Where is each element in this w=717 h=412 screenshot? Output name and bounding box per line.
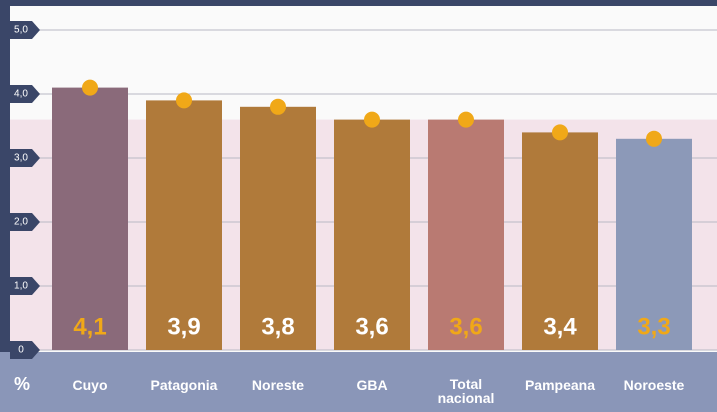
y-tick-label: 4,0	[14, 89, 28, 100]
bar	[334, 119, 410, 350]
x-tick-label: Patagonia	[150, 377, 218, 393]
bar-marker	[458, 111, 474, 128]
x-tick-label: Noroeste	[623, 377, 685, 393]
bar	[616, 138, 692, 350]
x-tick-label: GBA	[356, 377, 388, 393]
bar	[240, 106, 316, 350]
tick-tag	[10, 341, 40, 359]
bar-marker	[646, 130, 662, 147]
bar-marker	[82, 79, 98, 96]
y-label: %	[14, 374, 30, 394]
left-strip	[0, 0, 10, 352]
x-tick-label: Cuyo	[72, 377, 108, 393]
tick-tag	[10, 85, 40, 103]
x-tick-label: Noreste	[251, 377, 305, 393]
tick-tag	[10, 277, 40, 295]
value-label: 3,6	[449, 313, 482, 340]
bar	[52, 87, 128, 350]
bar	[146, 100, 222, 351]
x-tick-label: Pampeana	[524, 377, 596, 393]
y-tick-label: 0	[18, 345, 24, 356]
x-tick-label: Total nacional	[437, 376, 495, 406]
y-tick-label: 3,0	[14, 153, 28, 164]
value-label: 4,1	[73, 313, 106, 340]
value-label: 3,3	[637, 313, 670, 340]
tick-tag	[10, 21, 40, 39]
bar	[428, 119, 504, 350]
y-tick-label: 2,0	[14, 217, 28, 228]
y-tick-label: 5,0	[14, 25, 28, 36]
tick-tag	[10, 149, 40, 167]
value-label: 3,4	[543, 313, 577, 340]
bottom-strip	[0, 352, 717, 412]
top-strip	[0, 0, 717, 6]
bar-marker	[364, 111, 380, 128]
bar-marker	[552, 124, 568, 141]
value-label: 3,6	[355, 313, 388, 340]
y-tick-label: 1,0	[14, 281, 28, 292]
bar-marker	[270, 98, 286, 115]
tick-tag	[10, 213, 40, 231]
bar	[522, 132, 598, 350]
value-label: 3,8	[261, 313, 294, 340]
value-label: 3,9	[167, 313, 200, 340]
bar-marker	[176, 92, 192, 109]
